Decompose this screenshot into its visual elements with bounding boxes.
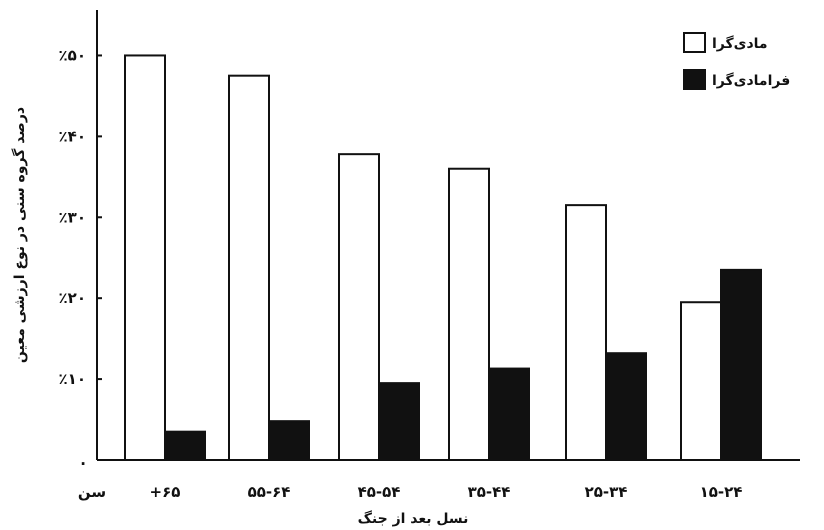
bar-postmaterialist-5 [720,268,762,462]
x-axis-prefix: سن [78,483,106,501]
bar-materialist-2 [338,153,380,461]
x-tick-label-2: ۴۵-۵۴ [358,483,401,501]
bar-postmaterialist-4 [605,352,647,462]
y-tick-label-3: ٪۳۰ [59,208,86,226]
bar-postmaterialist-3 [488,367,530,461]
bar-postmaterialist-0 [164,430,206,462]
y-tick-label-2: ٪۲۰ [59,289,86,307]
bar-postmaterialist-1 [268,420,310,461]
bar-postmaterialist-2 [378,382,420,461]
legend-swatch-materialist [683,32,706,53]
bar-materialist-3 [448,167,490,462]
bars-group [124,54,762,462]
legend-label-postmaterialist: فرامادی‌گرا [712,72,790,89]
legend-label-materialist: مادی‌گرا [712,35,768,52]
x-tick-label-1: ۵۵-۶۴ [248,483,291,501]
x-tick-label-5: ۱۵-۲۴ [700,483,743,501]
y-tick-label-4: ٪۴۰ [59,127,86,145]
y-tick-label-1: ٪۱۰ [59,370,86,388]
x-ticks-group: +۶۵ ۵۵-۶۴ ۴۵-۵۴ ۳۵-۴۴ ۲۵-۳۴ ۱۵-۲۴ [150,483,743,501]
x-tick-label-3: ۳۵-۴۴ [468,483,511,501]
y-tick-label-0: . [80,451,86,469]
bar-materialist-5 [680,301,722,461]
y-ticks-group: . ٪۱۰ ٪۲۰ ٪۳۰ ٪۴۰ ٪۵۰ [59,46,102,469]
legend-swatch-postmaterialist [683,69,706,90]
legend: مادی‌گرا فرامادی‌گرا [683,32,790,90]
y-tick-label-5: ٪۵۰ [59,46,86,64]
bar-materialist-1 [228,74,270,461]
bar-materialist-4 [565,204,607,461]
y-axis-label: درصد گروه سنی در نوع ارزشی معین [11,107,28,363]
x-tick-label-4: ۲۵-۳۴ [585,483,628,501]
x-tick-label-0: +۶۵ [150,483,181,501]
x-axis-label: نسل بعد از جنگ [358,510,469,527]
bar-materialist-0 [124,54,166,461]
